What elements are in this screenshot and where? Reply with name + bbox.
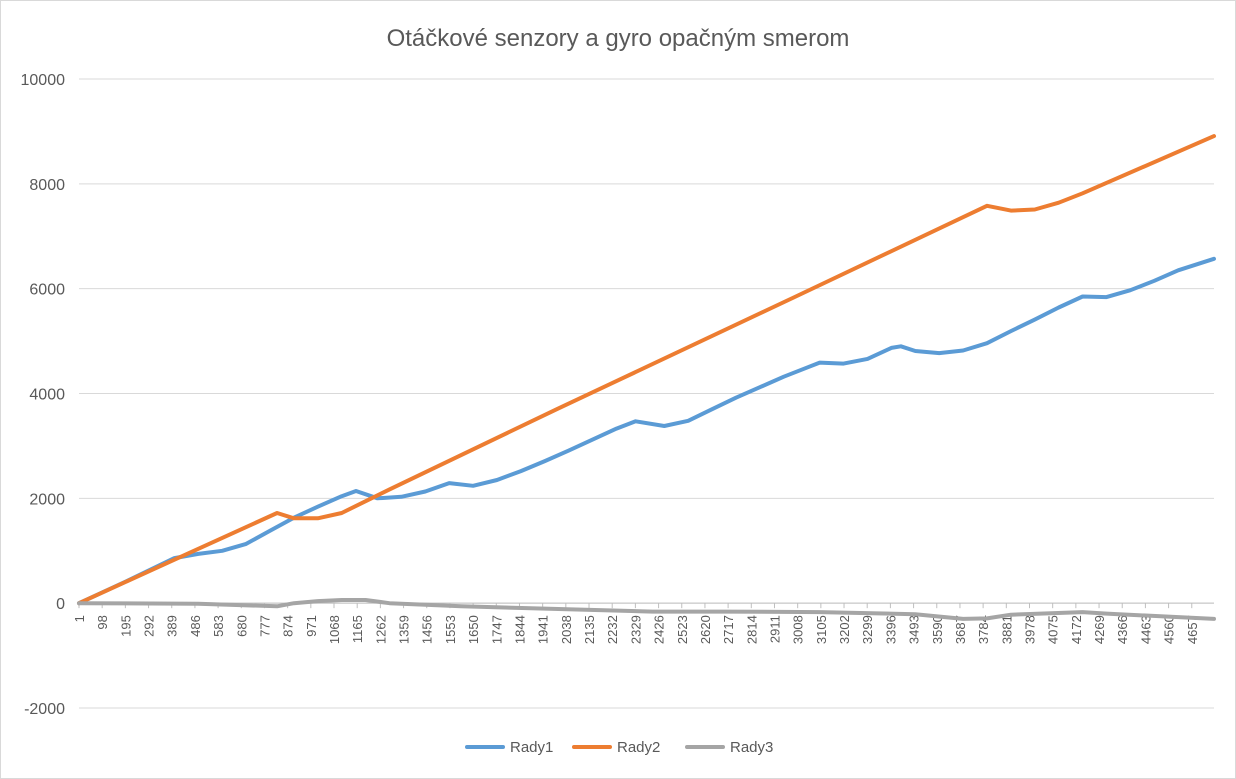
x-tick-label: 1 <box>72 615 87 622</box>
x-tick-label: 1553 <box>443 615 458 644</box>
y-axis-ticks: -2000 0 2000 4000 6000 8000 10000 <box>21 72 66 718</box>
x-tick-label: 3299 <box>860 615 875 644</box>
x-tick-label: 2717 <box>721 615 736 644</box>
x-tick-label: 1068 <box>327 615 342 644</box>
x-tick-label: 874 <box>281 615 296 637</box>
x-tick-label: 583 <box>211 615 226 637</box>
chart-title: Otáčkové senzory a gyro opačným smerom <box>387 25 850 52</box>
y-tick-label: 2000 <box>29 491 65 508</box>
x-tick-label: 4657 <box>1185 615 1200 644</box>
x-tick-label: 3105 <box>814 615 829 644</box>
x-tick-label: 2135 <box>582 615 597 644</box>
legend: Rady1 Rady2 Rady3 <box>465 739 773 756</box>
x-tick-label: 971 <box>304 615 319 637</box>
y-tick-label: 8000 <box>29 177 65 194</box>
y-tick-label: 6000 <box>29 282 65 299</box>
x-tick-label: 3784 <box>976 615 991 644</box>
x-tick-label: 4172 <box>1069 615 1084 644</box>
y-tick-label: 0 <box>56 596 65 613</box>
x-tick-label: 2232 <box>605 615 620 644</box>
x-tick-label: 1165 <box>350 615 365 643</box>
x-tick-label: 3008 <box>791 615 806 644</box>
x-tick-label: 3978 <box>1022 615 1037 644</box>
x-axis-ticks: 1 98 195 292 389 486 583 680 777 874 971 1068 1165 12… <box>72 603 1200 644</box>
x-tick-label: 4269 <box>1092 615 1107 644</box>
x-tick-label: 4075 <box>1046 615 1061 644</box>
series-lines <box>77 134 1216 621</box>
legend-label-rady1: Rady1 <box>510 739 553 756</box>
x-tick-label: 777 <box>257 615 272 637</box>
x-tick-label: 389 <box>165 615 180 637</box>
x-tick-label: 1650 <box>466 615 481 644</box>
x-tick-label: 3202 <box>837 615 852 644</box>
x-tick-label: 4560 <box>1162 615 1177 644</box>
y-tick-label: -2000 <box>24 701 65 718</box>
x-tick-label: 3493 <box>907 615 922 644</box>
x-tick-label: 3687 <box>953 615 968 644</box>
x-tick-label: 4366 <box>1115 615 1130 644</box>
x-tick-label: 98 <box>95 615 110 629</box>
legend-label-rady3: Rady3 <box>730 739 773 756</box>
y-tick-label: 10000 <box>21 72 66 89</box>
x-tick-label: 2038 <box>559 615 574 644</box>
x-tick-label: 1456 <box>420 615 435 644</box>
x-tick-label: 1359 <box>397 615 412 644</box>
gridlines <box>79 78 1214 709</box>
series-line-rady1 <box>77 256 1216 606</box>
series-line-rady3 <box>77 598 1216 621</box>
x-tick-label: 1941 <box>536 615 551 644</box>
x-tick-label: 2329 <box>628 615 643 644</box>
x-tick-label: 3590 <box>930 615 945 644</box>
x-tick-label: 486 <box>188 615 203 637</box>
x-tick-label: 1747 <box>489 615 504 644</box>
x-tick-label: 2911 <box>767 615 782 643</box>
x-tick-label: 2523 <box>675 615 690 644</box>
x-tick-label: 3881 <box>999 615 1014 644</box>
series-line-rady2 <box>77 134 1216 606</box>
y-tick-label: 4000 <box>29 387 65 404</box>
x-tick-label: 680 <box>234 615 249 637</box>
x-tick-label: 3396 <box>883 615 898 644</box>
x-tick-label: 2620 <box>698 615 713 644</box>
x-tick-label: 292 <box>142 615 157 637</box>
x-tick-label: 4463 <box>1138 615 1153 644</box>
x-tick-label: 2426 <box>652 615 667 644</box>
x-tick-label: 1262 <box>373 615 388 644</box>
x-tick-label: 1844 <box>512 615 527 644</box>
x-tick-label: 195 <box>118 615 133 637</box>
x-tick-label: 2814 <box>744 615 759 644</box>
legend-label-rady2: Rady2 <box>617 739 660 756</box>
